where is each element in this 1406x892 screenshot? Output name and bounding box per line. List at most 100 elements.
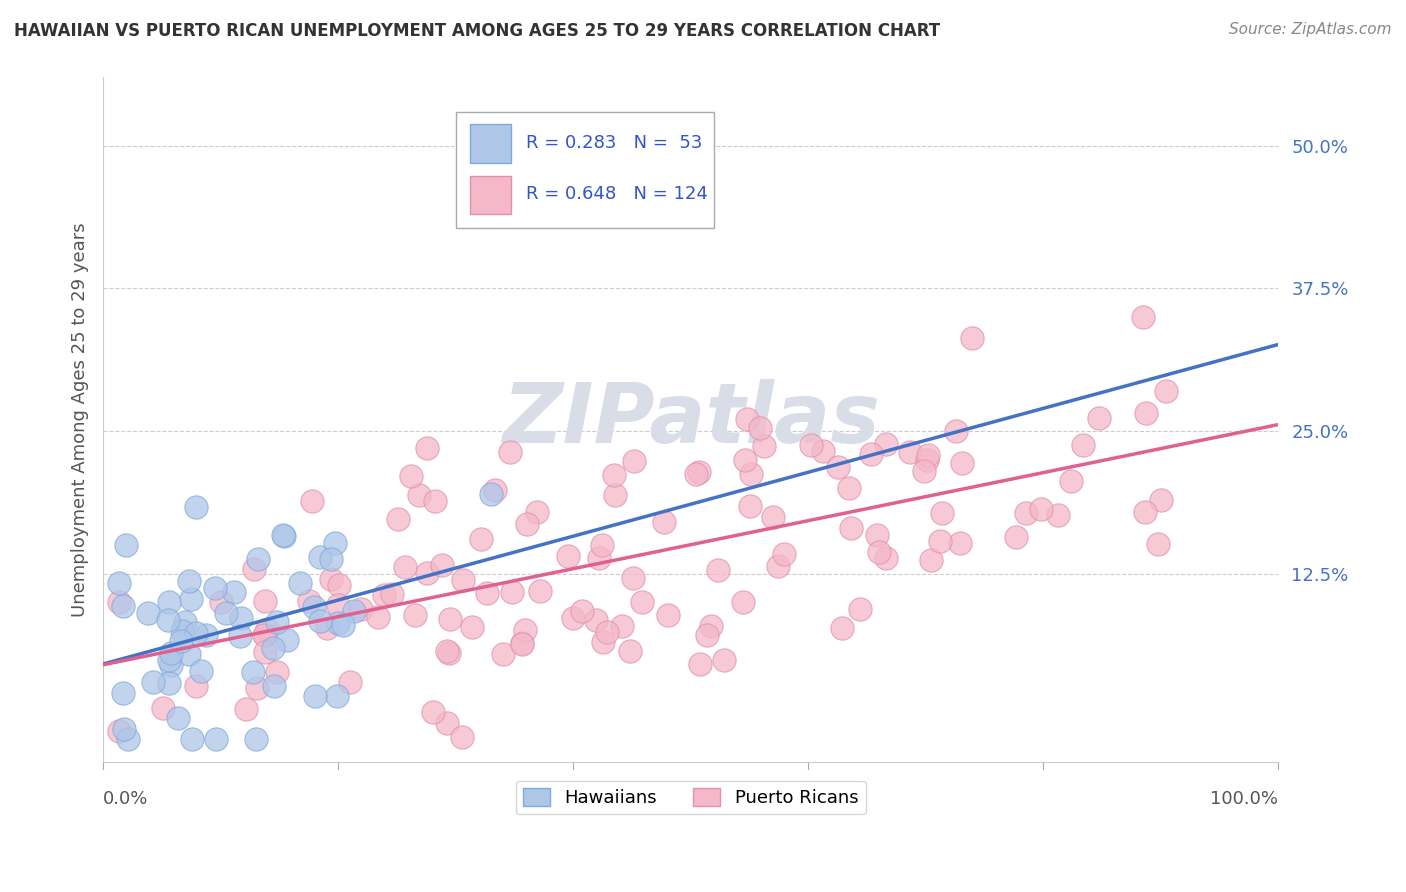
Point bbox=[108, 575, 131, 590]
Point bbox=[157, 676, 180, 690]
Point bbox=[588, 551, 610, 566]
Point bbox=[526, 506, 548, 520]
Point bbox=[373, 588, 395, 602]
Point bbox=[242, 561, 264, 575]
Point bbox=[752, 439, 775, 453]
Point bbox=[917, 448, 939, 462]
Point bbox=[209, 595, 232, 609]
Point bbox=[328, 598, 350, 612]
Y-axis label: Unemployment Among Ages 25 to 29 years: Unemployment Among Ages 25 to 29 years bbox=[72, 222, 89, 617]
Point bbox=[381, 587, 404, 601]
Point bbox=[321, 551, 343, 566]
Point bbox=[108, 723, 131, 738]
Point bbox=[875, 437, 897, 451]
Point bbox=[516, 516, 538, 531]
Point bbox=[585, 613, 607, 627]
Point bbox=[399, 469, 422, 483]
Point bbox=[839, 521, 862, 535]
Point bbox=[315, 621, 337, 635]
Point bbox=[152, 701, 174, 715]
Point bbox=[451, 573, 474, 587]
Point bbox=[229, 629, 252, 643]
Text: ZIPatlas: ZIPatlas bbox=[502, 379, 880, 460]
Point bbox=[696, 628, 718, 642]
Point bbox=[246, 681, 269, 695]
Point bbox=[657, 607, 679, 622]
Point bbox=[762, 510, 785, 524]
Point bbox=[1005, 530, 1028, 544]
Point bbox=[685, 467, 707, 482]
Text: R = 0.648   N = 124: R = 0.648 N = 124 bbox=[526, 186, 709, 203]
Point bbox=[484, 483, 506, 498]
Point bbox=[1150, 492, 1173, 507]
Point bbox=[367, 609, 389, 624]
Point bbox=[700, 619, 723, 633]
Point bbox=[838, 482, 860, 496]
Point bbox=[224, 584, 246, 599]
Point bbox=[931, 506, 953, 520]
Point bbox=[831, 621, 853, 635]
Point bbox=[160, 646, 183, 660]
Point bbox=[737, 412, 759, 426]
Point bbox=[308, 549, 330, 564]
Point bbox=[866, 528, 889, 542]
Point bbox=[470, 533, 492, 547]
Point bbox=[436, 644, 458, 658]
FancyBboxPatch shape bbox=[470, 125, 510, 163]
Point bbox=[768, 559, 790, 574]
Point bbox=[734, 453, 756, 467]
Point bbox=[408, 488, 430, 502]
Point bbox=[184, 625, 207, 640]
Point bbox=[256, 622, 278, 636]
Point bbox=[235, 701, 257, 715]
Point bbox=[304, 689, 326, 703]
Point bbox=[1015, 506, 1038, 520]
Point bbox=[184, 679, 207, 693]
Point bbox=[479, 487, 502, 501]
Point bbox=[332, 618, 354, 632]
Text: 100.0%: 100.0% bbox=[1211, 790, 1278, 808]
Point bbox=[245, 731, 267, 746]
Point bbox=[214, 607, 236, 621]
Point bbox=[1146, 537, 1168, 551]
Point bbox=[319, 572, 342, 586]
Point bbox=[108, 595, 131, 609]
Point bbox=[117, 731, 139, 746]
Point bbox=[180, 592, 202, 607]
Point bbox=[557, 549, 579, 563]
Point bbox=[1135, 406, 1157, 420]
Point bbox=[179, 648, 201, 662]
Point bbox=[1154, 384, 1177, 398]
Point bbox=[194, 628, 217, 642]
Point bbox=[204, 581, 226, 595]
Point bbox=[170, 624, 193, 638]
Point bbox=[186, 500, 208, 514]
Point bbox=[603, 467, 626, 482]
Point bbox=[748, 420, 770, 434]
Point bbox=[436, 716, 458, 731]
Point bbox=[492, 647, 515, 661]
Point bbox=[929, 533, 952, 548]
Point bbox=[308, 614, 330, 628]
Point bbox=[253, 594, 276, 608]
Point bbox=[273, 529, 295, 543]
Point bbox=[1073, 438, 1095, 452]
Point bbox=[112, 599, 135, 614]
Point bbox=[416, 566, 439, 581]
Point bbox=[915, 453, 938, 467]
Point bbox=[510, 636, 533, 650]
Point bbox=[136, 606, 159, 620]
Point bbox=[1088, 411, 1111, 425]
Point bbox=[529, 584, 551, 599]
Point bbox=[160, 658, 183, 673]
Point bbox=[174, 615, 197, 630]
Point bbox=[439, 612, 461, 626]
Point bbox=[298, 594, 321, 608]
Text: HAWAIIAN VS PUERTO RICAN UNEMPLOYMENT AMONG AGES 25 TO 29 YEARS CORRELATION CHAR: HAWAIIAN VS PUERTO RICAN UNEMPLOYMENT AM… bbox=[14, 22, 941, 40]
Point bbox=[772, 547, 794, 561]
Point bbox=[422, 705, 444, 719]
Legend: Hawaiians, Puerto Ricans: Hawaiians, Puerto Ricans bbox=[516, 780, 866, 814]
Point bbox=[326, 616, 349, 631]
Point bbox=[276, 632, 298, 647]
Point bbox=[875, 551, 897, 566]
